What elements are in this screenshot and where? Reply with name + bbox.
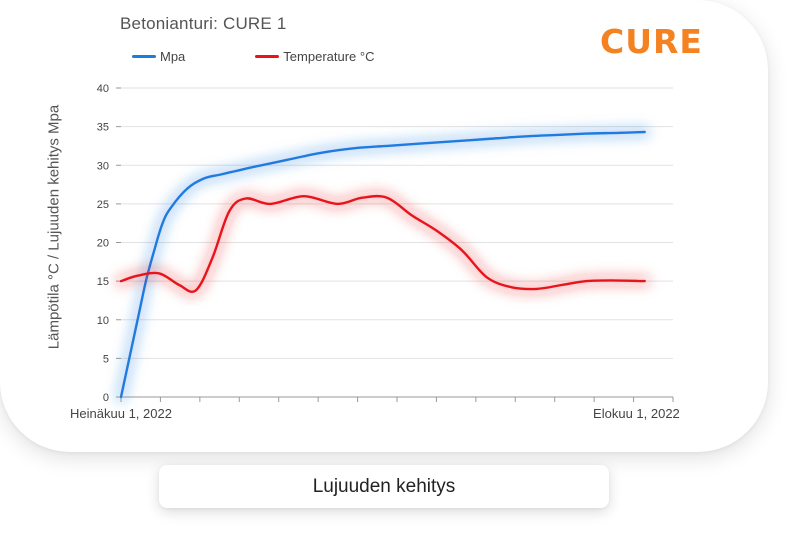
legend-item-mpa[interactable]: Mpa (132, 49, 185, 64)
caption-button[interactable]: Lujuuden kehitys (159, 465, 609, 508)
series-line-temperature[interactable] (119, 194, 646, 294)
x-tick-label: Heinäkuu 1, 2022 (70, 406, 172, 421)
axes: 0 5 10 15 20 25 30 35 40 Heinäkuu 1, 2022 Elokuu 1… (70, 83, 680, 421)
chart-legend: Mpa Temperature °C (132, 49, 444, 64)
chart-title: Betonianturi: CURE 1 (120, 14, 287, 33)
legend-label-mpa: Mpa (160, 49, 186, 64)
legend-item-temperature[interactable]: Temperature °C (255, 49, 374, 64)
y-tick-label: 15 (97, 276, 109, 288)
y-tick-label: 30 (97, 160, 109, 172)
legend-swatch-temperature (255, 55, 280, 58)
series-line-mpa[interactable] (119, 130, 646, 399)
legend-swatch-mpa (132, 55, 156, 58)
legend-label-temperature: Temperature °C (283, 49, 375, 64)
series-glow-mpa (115, 126, 651, 403)
y-tick-label: 5 (103, 353, 109, 365)
y-tick-label: 10 (97, 315, 109, 327)
series-glow-temperature (115, 190, 651, 298)
y-tick-label: 40 (97, 83, 109, 95)
cure-logo: CURE (600, 22, 703, 61)
y-tick-label: 0 (103, 392, 109, 404)
y-tick-label: 35 (97, 122, 109, 134)
series-lines (115, 126, 651, 403)
x-tick-label: Elokuu 1, 2022 (593, 406, 680, 421)
caption-label: Lujuuden kehitys (312, 475, 456, 497)
y-tick-label: 25 (97, 199, 109, 211)
y-tick-label: 20 (97, 238, 109, 250)
